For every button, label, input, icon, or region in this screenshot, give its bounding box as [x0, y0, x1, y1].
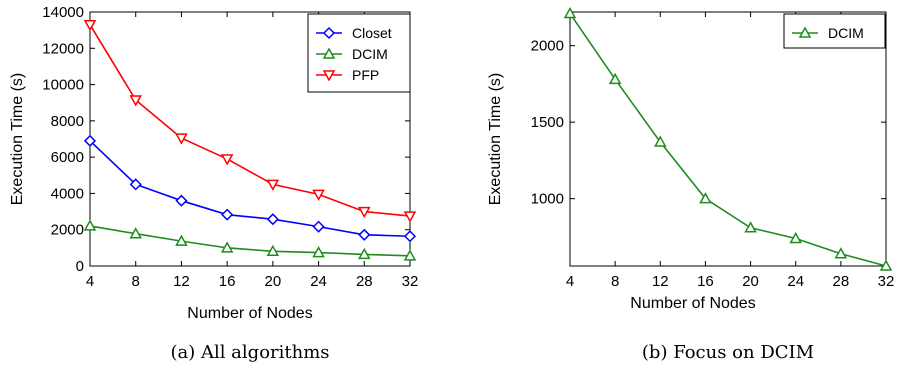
y-tick-label: 0	[76, 258, 84, 275]
x-tick-label: 20	[265, 273, 282, 290]
data-point-dcim	[220, 241, 234, 253]
chart-all-algorithms: 0 2000 4000 6000 8000 10000 12000 14000 4 8 12 16 2…	[9, 4, 418, 363]
y-tick-label: 2000	[51, 222, 84, 239]
series-line-closet	[89, 140, 411, 238]
data-point-dcim	[312, 246, 325, 258]
y-axis-label: Execution Time (s)	[9, 73, 26, 205]
series-line-pfp	[89, 24, 411, 217]
x-axis-label: Number of Nodes	[630, 295, 755, 312]
data-point-dcim	[654, 135, 667, 147]
x-tick-label: 28	[356, 273, 373, 290]
data-point-closet	[175, 194, 188, 207]
y-tick-label: 12000	[42, 40, 84, 57]
x-tick-label: 4	[86, 273, 94, 290]
data-point-dcim	[789, 231, 802, 244]
y-tick-label: 6000	[51, 149, 84, 166]
legend-label-closet: Closet	[352, 25, 392, 41]
y-tick-label: 1000	[531, 191, 564, 208]
series-line-dcim	[569, 13, 887, 267]
data-point-dcim	[358, 247, 371, 260]
x-tick-label: 16	[219, 273, 236, 290]
legend-marker-dcim	[322, 47, 336, 59]
data-point-closet	[221, 208, 234, 221]
x-tick-label: 16	[697, 273, 714, 290]
legend-marker-dcim	[798, 26, 812, 38]
data-point-dcim	[175, 234, 188, 246]
data-point-pfp	[358, 206, 371, 219]
data-point-dcim	[699, 192, 712, 204]
y-tick-label: 4000	[51, 185, 84, 202]
y-axis-label: Execution Time (s)	[487, 73, 504, 205]
x-tick-label: 32	[402, 273, 419, 290]
legend-box	[307, 13, 411, 93]
y-tick-label: 14000	[42, 4, 84, 21]
y-tick-label: 2000	[531, 38, 564, 55]
data-point-dcim	[563, 6, 577, 19]
data-point-closet	[83, 134, 97, 147]
x-tick-label: 12	[652, 273, 669, 290]
chart-focus-dcim: 1000 1500 2000 4 8 12 16 20 24 28 32 DCIM Number …	[487, 6, 895, 363]
legend-marker-closet	[322, 26, 336, 40]
caption: (b) Focus on DCIM	[642, 342, 814, 363]
legend-label-dcim: DCIM	[828, 25, 864, 41]
x-tick-label: 4	[566, 273, 574, 290]
data-point-pfp	[129, 95, 142, 107]
data-point-pfp	[175, 133, 188, 145]
data-point-dcim	[129, 227, 142, 239]
x-tick-label: 8	[611, 273, 619, 290]
data-point-closet	[358, 228, 371, 241]
data-point-dcim	[744, 221, 757, 233]
series-line-dcim	[89, 225, 411, 257]
x-tick-label: 24	[310, 273, 327, 290]
x-tick-label: 24	[787, 273, 804, 290]
data-point-pfp	[266, 179, 280, 191]
data-point-dcim	[879, 259, 893, 271]
data-point-closet	[403, 230, 417, 243]
data-point-closet	[312, 220, 325, 233]
x-tick-label: 8	[132, 273, 140, 290]
x-tick-label: 12	[173, 273, 190, 290]
y-tick-label: 10000	[42, 77, 84, 94]
data-point-dcim	[83, 219, 97, 231]
plot-frame	[569, 11, 887, 267]
data-point-dcim	[834, 247, 848, 259]
data-point-closet	[129, 178, 142, 191]
data-point-closet	[266, 213, 279, 226]
x-axis-label: Number of Nodes	[187, 305, 312, 322]
x-tick-label: 28	[833, 273, 850, 290]
data-point-dcim	[403, 249, 417, 261]
x-tick-label: 32	[878, 273, 895, 290]
x-tick-label: 20	[742, 273, 759, 290]
legend-label-pfp: PFP	[352, 67, 379, 83]
data-point-pfp	[220, 154, 234, 166]
data-point-dcim	[266, 244, 280, 257]
caption: (a) All algorithms	[170, 342, 329, 363]
y-tick-label: 1500	[531, 114, 564, 131]
legend-marker-pfp	[322, 70, 336, 82]
data-point-pfp	[83, 19, 97, 32]
data-point-pfp	[312, 189, 325, 201]
data-point-dcim	[608, 72, 622, 85]
data-point-pfp	[403, 211, 417, 223]
legend-box	[783, 13, 886, 49]
legend-label-dcim: DCIM	[352, 46, 388, 62]
y-tick-label: 8000	[51, 113, 84, 130]
